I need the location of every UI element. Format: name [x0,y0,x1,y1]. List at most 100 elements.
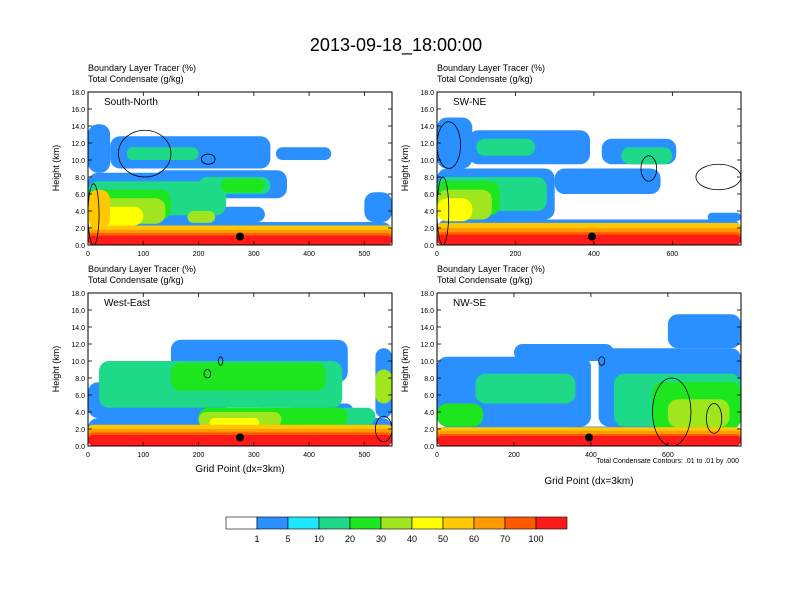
legend-swatch [442,516,475,530]
y-axis-label: Height (km) [400,145,410,192]
y-tick-label: 2.0 [75,226,85,233]
legend-label: 5 [285,534,290,544]
legend-label: 70 [500,534,510,544]
x-axis-label: Grid Point (dx=3km) [544,476,633,487]
y-tick-label: 8.0 [424,175,434,182]
y-tick-label: 10.0 [420,359,434,366]
condensate-contour [117,129,172,178]
panel-subtitle-tracer: Boundary Layer Tracer (%) [437,63,545,73]
legend-swatch [256,516,289,530]
x-tick-label: 200 [193,452,205,459]
x-tick-label: 200 [510,251,522,258]
y-tick-label: 8.0 [75,175,85,182]
x-tick-label: 600 [662,452,674,459]
panel-subtitle-condensate: Total Condensate (g/kg) [88,74,184,84]
x-tick-label: 200 [193,251,205,258]
y-tick-label: 16.0 [420,107,434,114]
x-tick-label: 100 [137,251,149,258]
x-tick-label: 300 [248,251,260,258]
condensate-contour [203,369,212,379]
y-tick-label: 4.0 [75,410,85,417]
x-tick-label: 100 [137,452,149,459]
legend-labels: 1 5 10 20 30 40 50 60 70 100 [254,534,543,544]
plot-frame [87,91,393,246]
panel-subtitle-tracer: Boundary Layer Tracer (%) [437,264,545,274]
y-tick-label: 12.0 [71,342,85,349]
legend-swatch [225,516,258,530]
tracer-region-level-3 [476,138,536,156]
tracer-region-level-4 [220,178,265,193]
tracer-region-level-1 [554,168,661,194]
y-tick-label: 12.0 [420,141,434,148]
y-tick-label: 2.0 [424,226,434,233]
figure-title: 2013-09-18_18:00:00 [310,35,482,56]
x-axis-ticks: 0 200 400 600 [435,293,674,459]
y-tick-label: 14.0 [71,124,85,131]
location-marker [236,232,244,241]
legend-swatch [380,516,413,530]
legend-label: 30 [376,534,386,544]
x-axis-ticks: 0 200 400 600 [435,92,678,258]
y-tick-label: 4.0 [424,209,434,216]
x-tick-label: 400 [585,452,597,459]
y-tick-label: 12.0 [71,141,85,148]
x-tick-label: 0 [435,452,439,459]
y-axis-ticks: 0.0 2.0 4.0 6.0 8.0 10.0 12.0 14.0 16.0 18.0 [71,90,392,250]
x-tick-label: 0 [86,452,90,459]
panel-subtitle-condensate: Total Condensate (g/kg) [437,275,533,285]
legend-label: 20 [345,534,355,544]
panel-title: South-North [104,97,158,108]
location-marker [587,232,596,241]
panel-subtitle-tracer: Boundary Layer Tracer (%) [88,63,196,73]
condensate-contour [598,356,606,366]
y-tick-label: 10.0 [71,359,85,366]
legend-label: 1 [254,534,259,544]
y-axis-ticks: 0.0 2.0 4.0 6.0 8.0 10.0 12.0 14.0 16.0 18.0 [71,291,392,451]
x-tick-label: 600 [667,251,679,258]
panel-subtitle-tracer: Boundary Layer Tracer (%) [88,264,196,274]
tracer-region-level-4 [170,362,326,391]
condensate-contour [705,403,723,434]
x-tick-label: 200 [508,452,520,459]
y-tick-label: 0.0 [424,444,434,451]
tracer-region-level-3 [126,147,199,160]
location-marker [236,433,244,442]
legend-swatch [287,516,320,530]
location-marker-layer [587,232,596,241]
y-tick-label: 4.0 [424,410,434,417]
x-tick-label: 500 [359,251,371,258]
y-tick-label: 18.0 [420,90,434,97]
x-axis-ticks: 0 100 200 300 400 500 [86,293,370,459]
y-tick-label: 14.0 [71,325,85,332]
x-tick-label: 400 [303,452,315,459]
plot-frame [87,292,393,447]
legend-label: 40 [407,534,417,544]
tracer-region-level-3 [475,373,576,404]
panel-nw-se: Boundary Layer Tracer (%) Total Condensa… [400,264,742,487]
tracer-region-level-6 [437,198,473,222]
legend-swatch [504,516,537,530]
y-tick-label: 6.0 [424,192,434,199]
tracer-fill-layer [88,124,392,245]
location-marker-layer [236,232,244,241]
y-axis-ticks: 0.0 2.0 4.0 6.0 8.0 10.0 12.0 14.0 16.0 18.0 [420,291,741,451]
tracer-region-level-1 [513,344,615,361]
legend-label: 50 [438,534,448,544]
legend-swatches [225,516,568,530]
tracer-region-level-5 [667,399,730,428]
tracer-region-level-1 [437,117,473,169]
tracer-region-level-1 [707,212,741,222]
tracer-region-level-5 [375,369,392,404]
tracer-region-level-1 [364,192,392,223]
y-tick-label: 0.0 [75,444,85,451]
panel-sw-ne: Boundary Layer Tracer (%) Total Condensa… [400,63,742,258]
y-tick-label: 8.0 [75,376,85,383]
y-tick-label: 6.0 [75,192,85,199]
y-tick-label: 8.0 [424,376,434,383]
x-tick-label: 500 [359,452,371,459]
y-tick-label: 16.0 [71,308,85,315]
panel-title: West-East [104,298,150,309]
y-tick-label: 16.0 [71,107,85,114]
panel-west-east: Boundary Layer Tracer (%) Total Condensa… [51,264,393,475]
tracer-region-level-10 [437,234,741,245]
